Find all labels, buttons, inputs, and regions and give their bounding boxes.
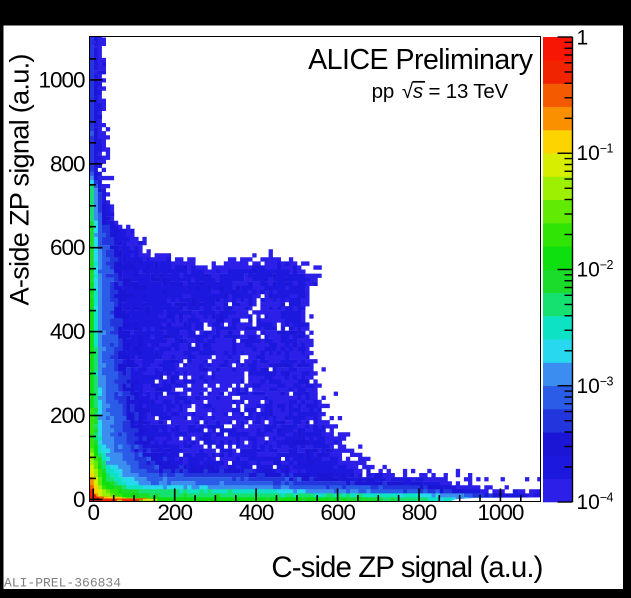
svg-text:200: 200 [157, 500, 192, 525]
svg-text:600: 600 [50, 235, 85, 260]
svg-text:1000: 1000 [477, 500, 524, 525]
svg-text:800: 800 [50, 151, 85, 176]
svg-text:pp √s = 13 TeV: pp √s = 13 TeV [372, 80, 509, 103]
svg-text:1000: 1000 [38, 67, 85, 92]
svg-text:200: 200 [50, 403, 85, 428]
svg-text:ALICE Preliminary: ALICE Preliminary [308, 44, 534, 76]
svg-text:1: 1 [577, 27, 589, 50]
svg-text:600: 600 [320, 500, 355, 525]
svg-text:C-side ZP signal (a.u.): C-side ZP signal (a.u.) [271, 551, 542, 584]
svg-text:ALI-PREL-366834: ALI-PREL-366834 [4, 576, 121, 591]
svg-text:800: 800 [402, 500, 437, 525]
svg-text:0: 0 [88, 500, 100, 525]
svg-text:400: 400 [239, 500, 274, 525]
svg-text:A-side ZP signal (a.u.): A-side ZP signal (a.u.) [4, 54, 35, 305]
svg-text:0: 0 [73, 487, 85, 512]
svg-text:400: 400 [50, 319, 85, 344]
